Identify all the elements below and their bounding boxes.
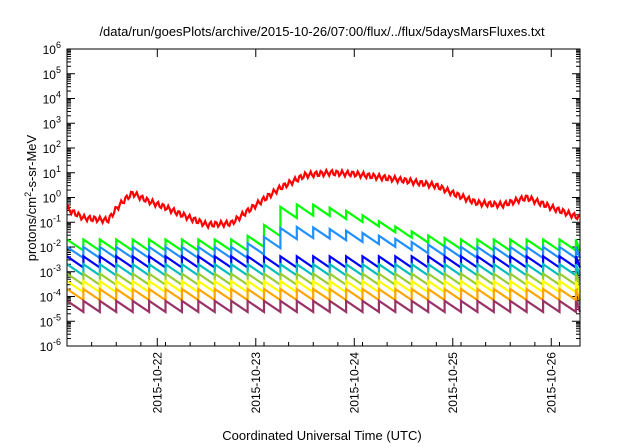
y-tick-label: 105 [43,65,61,82]
y-tick-label: 103 [43,114,61,131]
y-tick-label: 102 [43,139,61,156]
series-line-orange [66,286,582,303]
y-tick-label: 10-2 [40,238,61,255]
y-tick-label: 10-4 [40,288,61,305]
y-axis-label: protons/cm2-s-sr-MeV [23,134,39,261]
y-axis-label-sup: 2 [23,192,33,197]
y-tick-label: 101 [43,164,61,181]
series-line-yellow [66,279,582,295]
y-axis-label-rest: -s-sr-MeV [24,134,39,191]
x-tick-label: 2015-10-26 [544,352,558,414]
series-group [66,167,582,314]
y-tick-label: 10-3 [40,263,61,280]
series-line-blue [66,254,582,270]
y-axis-label-main: protons/cm [24,197,39,261]
axes: 10-6 10-5 10-4 10-3 10-2 10-1 100 101 102 103 104 1… [40,40,580,413]
x-tick-label: 2015-10-22 [150,352,164,414]
y-tick-label: 10-1 [40,213,61,230]
series-line-purple [66,298,582,314]
series-line-green [66,202,582,253]
x-tick-label: 2015-10-25 [446,352,460,414]
chart-title: /data/run/goesPlots/archive/2015-10-26/0… [99,24,545,39]
y-tick-label: 100 [43,189,61,206]
y-tick-label: 104 [43,90,61,107]
x-axis-label: Coordinated Universal Time (UTC) [222,428,421,443]
x-tick-label: 2015-10-23 [249,352,263,414]
series-line-yellowgreen [66,271,582,287]
series-line-cyan [66,262,582,278]
series-line-dodgerblue [66,224,582,261]
y-tick-label: 10-6 [40,337,61,354]
series-line-red [66,167,581,231]
y-tick-label: 10-5 [40,312,61,329]
plot-frame [66,48,581,347]
x-tick-label: 2015-10-24 [347,352,361,414]
y-tick-label: 106 [43,40,61,57]
